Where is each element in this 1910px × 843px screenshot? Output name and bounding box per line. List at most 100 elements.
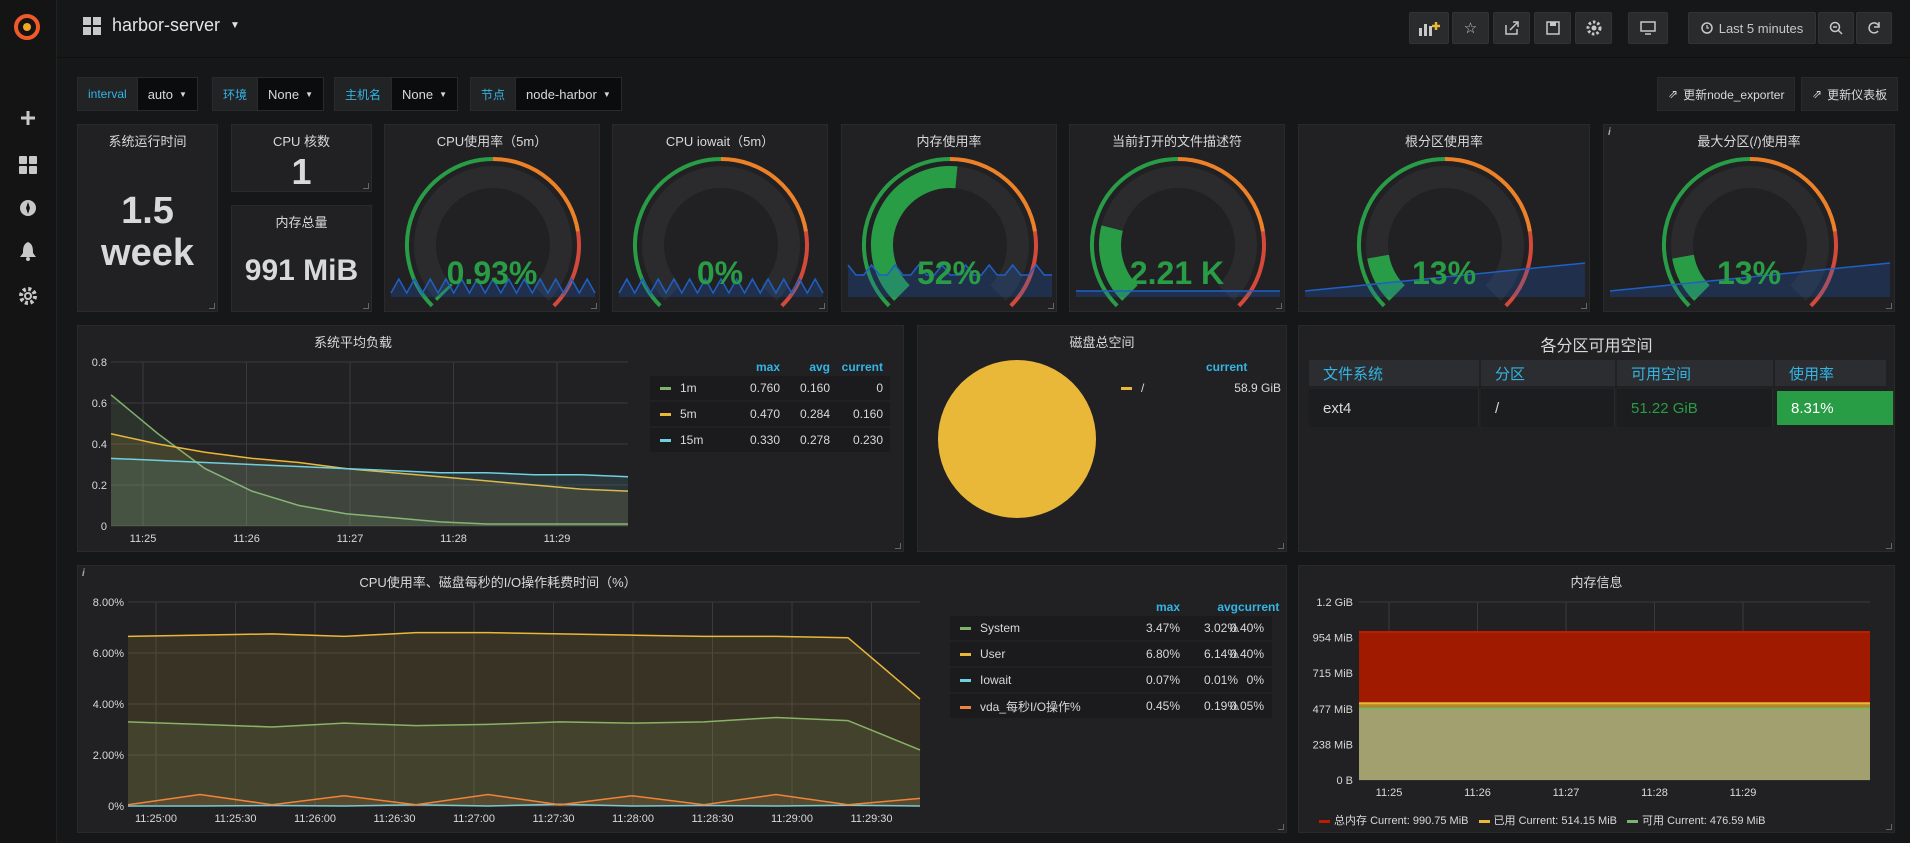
- resize-handle[interactable]: [1278, 543, 1284, 549]
- pie-slice-root[interactable]: [938, 360, 1096, 518]
- legend-row[interactable]: 15m 0.330 0.278 0.230: [650, 428, 890, 452]
- series-avg: 0.19%: [1203, 699, 1238, 713]
- load-chart[interactable]: 0 0.2 0.4 0.6 0.8 11:25 11:26 11:27 11:28 11:29: [78, 326, 638, 546]
- legend-header-avg: avg: [1217, 600, 1238, 614]
- star-button[interactable]: ☆: [1452, 12, 1489, 44]
- sparkline-fill: [848, 265, 1052, 297]
- variable-label: 主机名: [334, 77, 393, 111]
- resize-handle[interactable]: [1276, 303, 1282, 309]
- memory-legend: 总内存 Current: 990.75 MiB 已用 Current: 514.…: [1319, 812, 1766, 828]
- series-max: 0.330: [749, 433, 780, 447]
- info-icon[interactable]: i: [1608, 127, 1611, 138]
- table-header-fs[interactable]: 文件系统: [1309, 360, 1479, 386]
- gauge-value: 13%: [1716, 255, 1782, 291]
- save-button[interactable]: [1534, 12, 1571, 44]
- panel-title: 磁盘总空间: [1069, 335, 1135, 350]
- share-button[interactable]: [1493, 12, 1530, 44]
- settings-button[interactable]: [1575, 12, 1612, 44]
- add-panel-button[interactable]: [1409, 12, 1449, 44]
- legend-table: max avg current System 3.47% 3.02% 0.40%…: [950, 600, 1280, 720]
- series-line: [127, 631, 921, 700]
- variable-env[interactable]: 环境 None ▼: [212, 77, 325, 111]
- resize-handle[interactable]: [1886, 303, 1892, 309]
- panel-uptime: 系统运行时间 1.5 week: [77, 124, 218, 312]
- legend-row[interactable]: 1m 0.760 0.160 0: [650, 376, 890, 400]
- resize-handle[interactable]: [209, 303, 215, 309]
- resize-handle[interactable]: [363, 183, 369, 189]
- panel-title: 内存信息: [1570, 575, 1623, 590]
- panel-title: 根分区使用率: [1404, 134, 1483, 149]
- link-label: 更新仪表板: [1827, 87, 1888, 102]
- explore-compass-icon[interactable]: [14, 194, 42, 222]
- variable-value[interactable]: auto ▼: [137, 77, 198, 111]
- bell-icon[interactable]: [14, 237, 42, 265]
- variable-value[interactable]: None ▼: [258, 77, 325, 111]
- variable-hostname[interactable]: 主机名 None ▼: [334, 77, 459, 111]
- legend-row[interactable]: User 6.80% 6.14% 0.40%: [950, 642, 1272, 666]
- memory-chart[interactable]: 0 B 238 MiB 477 MiB 715 MiB 954 MiB 1.2 GiB 11…: [1299, 566, 1896, 834]
- legend-row[interactable]: 5m 0.470 0.284 0.160: [650, 402, 890, 426]
- gauge-threshold-orange: [720, 157, 808, 232]
- pie-chart[interactable]: [938, 360, 1108, 530]
- series-name: System: [980, 621, 1021, 635]
- time-picker-button[interactable]: Last 5 minutes: [1688, 12, 1816, 44]
- tv-mode-button[interactable]: [1628, 12, 1668, 44]
- gear-icon[interactable]: [14, 282, 42, 310]
- cpu-io-chart[interactable]: 0% 2.00% 4.00% 6.00% 8.00% 11:25:00 11:25:30 11…: [78, 566, 928, 834]
- series-swatch: [660, 439, 671, 443]
- gauge-track: [1366, 166, 1524, 301]
- resize-handle[interactable]: [1886, 543, 1892, 549]
- gauge-value: 2.21 K: [1129, 255, 1225, 291]
- add-panel-icon: [1419, 22, 1440, 36]
- legend-table: max avg current 1m 0.760 0.160 0 5m 0.47…: [650, 360, 890, 460]
- link-update-node-exporter[interactable]: ⇗ 更新node_exporter: [1657, 77, 1796, 111]
- legend-item[interactable]: 总内存 Current: 990.75 MiB: [1319, 812, 1469, 828]
- resize-handle[interactable]: [895, 543, 901, 549]
- sparkline-line: [390, 277, 596, 295]
- resize-handle[interactable]: [1886, 824, 1892, 830]
- pie-legend-row[interactable]: / 58.9 GiB: [1121, 381, 1281, 395]
- resize-handle[interactable]: [1048, 303, 1054, 309]
- series-avg: 0.160: [799, 381, 830, 395]
- series-swatch: [1478, 819, 1490, 823]
- table-header-avail[interactable]: 可用空间: [1617, 360, 1773, 386]
- x-tick-label: 11:28:30: [691, 813, 733, 825]
- info-icon[interactable]: i: [82, 568, 85, 579]
- legend-row[interactable]: vda_每秒I/O操作% 0.45% 0.19% 0.05%: [950, 694, 1272, 718]
- resize-handle[interactable]: [1581, 303, 1587, 309]
- variable-value[interactable]: None ▼: [392, 77, 459, 111]
- zoom-out-button[interactable]: [1818, 12, 1854, 44]
- variable-interval[interactable]: interval auto ▼: [77, 77, 198, 111]
- legend-item[interactable]: 已用 Current: 514.15 MiB: [1478, 812, 1617, 828]
- series-line: [110, 433, 629, 492]
- variable-node[interactable]: 节点 node-harbor ▼: [470, 77, 622, 111]
- table-header-usage[interactable]: 使用率: [1775, 360, 1886, 386]
- gear-icon: [1586, 20, 1601, 36]
- variable-value[interactable]: node-harbor ▼: [516, 77, 622, 111]
- legend-row[interactable]: Iowait 0.07% 0.01% 0%: [950, 668, 1272, 692]
- dashboards-icon[interactable]: [14, 151, 42, 179]
- resize-handle[interactable]: [1278, 824, 1284, 830]
- plus-icon[interactable]: [14, 104, 42, 132]
- refresh-button[interactable]: [1856, 12, 1892, 44]
- variable-label: interval: [77, 77, 138, 111]
- panel-title: 系统平均负载: [313, 335, 392, 350]
- series-swatch: [960, 679, 971, 683]
- caret-down-icon: ▼: [439, 89, 448, 99]
- caret-down-icon: ▼: [179, 89, 187, 99]
- grafana-logo-icon[interactable]: [12, 12, 42, 42]
- legend-item[interactable]: 可用 Current: 476.59 MiB: [1627, 812, 1766, 828]
- table-header-mount[interactable]: 分区: [1481, 360, 1615, 386]
- legend-header-current: current: [1238, 600, 1280, 614]
- resize-handle[interactable]: [363, 303, 369, 309]
- series-avg: 6.14%: [1203, 647, 1238, 661]
- gauge-threshold-orange: [1177, 157, 1265, 232]
- panel-title: 当前打开的文件描述符: [1111, 134, 1242, 149]
- link-update-dashboard[interactable]: ⇗ 更新仪表板: [1801, 77, 1899, 111]
- gauge-value-arc: [1099, 225, 1139, 301]
- series-area: [111, 458, 628, 526]
- resize-handle[interactable]: [819, 303, 825, 309]
- resize-handle[interactable]: [591, 303, 597, 309]
- legend-row[interactable]: System 3.47% 3.02% 0.40%: [950, 616, 1272, 640]
- dashboard-title-picker[interactable]: harbor-server ▼: [82, 15, 240, 36]
